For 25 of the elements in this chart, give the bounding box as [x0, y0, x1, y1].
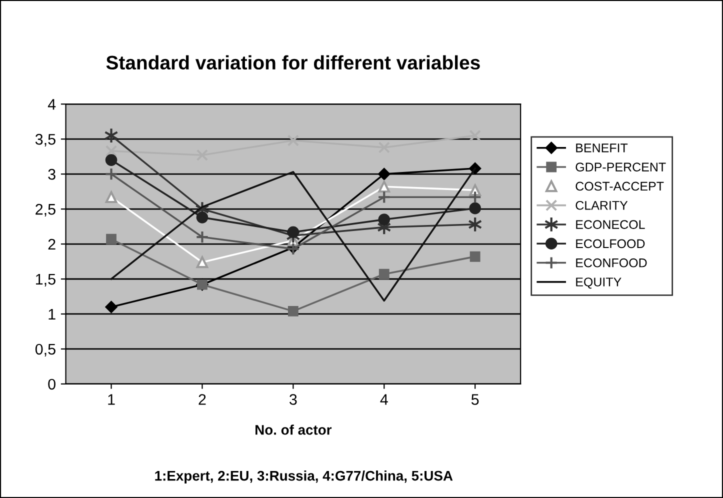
- x-tick-label: 1: [108, 394, 115, 405]
- x-tick-label: 5: [471, 394, 479, 405]
- legend-label: ECOLFOOD: [576, 239, 645, 248]
- y-tick-label: 2,5: [36, 204, 56, 217]
- x-tick-label: 4: [380, 394, 388, 405]
- x-axis-title: No. of actor: [256, 424, 332, 435]
- y-tick-label: 1,5: [36, 274, 56, 286]
- legend-label: EQUITY: [576, 278, 622, 289]
- legend-label: ECONFOOD: [576, 258, 647, 268]
- y-tick-label: 0,5: [35, 344, 56, 356]
- y-tick-label: 3,5: [35, 134, 56, 147]
- legend-label: CLARITY: [576, 200, 628, 210]
- y-tick-label: 4: [48, 99, 56, 110]
- legend-label: BENEFIT: [576, 144, 628, 152]
- chart-title: Standard variation for different variables: [106, 55, 480, 70]
- y-tick-label: 2: [48, 238, 56, 250]
- legend-label: ECONECOL: [576, 220, 645, 229]
- y-tick-label: 0: [48, 378, 56, 390]
- y-tick-label: 1: [48, 309, 56, 320]
- text: 1:Expert, 2:EU, 3:Russia, 4:G77/China, 5:USA: [155, 470, 453, 484]
- legend-label: COST-ACCEPT: [576, 182, 664, 191]
- x-tick-label: 2: [198, 394, 206, 405]
- x-tick-label: 3: [290, 394, 297, 405]
- y-tick-label: 3: [48, 168, 56, 180]
- legend-label: GDP-PERCENT: [576, 162, 666, 172]
